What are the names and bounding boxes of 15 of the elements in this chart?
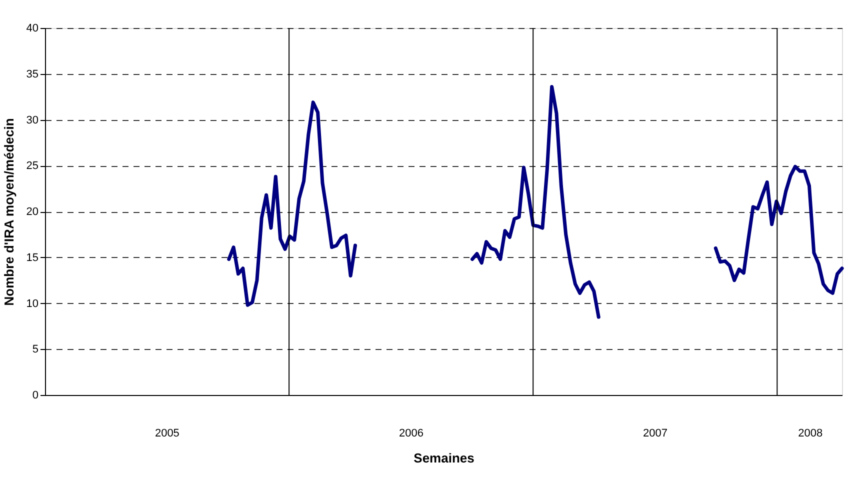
y-tick-label: 30 bbox=[26, 114, 38, 126]
x-axis-title: Semaines bbox=[414, 450, 474, 466]
y-tick-label: 20 bbox=[26, 206, 38, 218]
y-tick-label: 10 bbox=[26, 298, 38, 310]
y-tick-label: 15 bbox=[26, 252, 38, 264]
x-tick-label: 2008 bbox=[798, 428, 823, 440]
y-tick-label: 40 bbox=[26, 22, 38, 34]
x-tick-label: 2007 bbox=[643, 428, 668, 440]
y-tick-label: 5 bbox=[32, 344, 38, 356]
x-tick-label: 2006 bbox=[398, 428, 424, 440]
y-tick-label: 25 bbox=[26, 160, 38, 172]
y-tick-label: 0 bbox=[32, 390, 38, 402]
y-axis-title: Nombre d'IRA moyen/médecin bbox=[1, 118, 16, 306]
y-tick-label: 35 bbox=[26, 68, 38, 80]
x-tick-label: 2005 bbox=[154, 428, 180, 440]
